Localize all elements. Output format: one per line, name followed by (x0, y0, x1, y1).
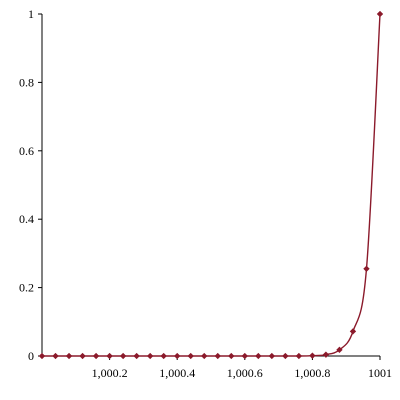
y-tick-label: 0.8 (19, 75, 34, 89)
y-tick-label: 0 (28, 349, 34, 363)
series-group (38, 10, 384, 360)
tick-group: 0 0.2 0.4 0.6 0.8 1 1,000.2 1,000.4 1,000.6 1,000… (19, 7, 392, 380)
data-point (336, 346, 343, 354)
data-point (146, 352, 154, 360)
data-point (79, 352, 86, 360)
y-tick-label: 0.6 (19, 144, 34, 158)
data-point (174, 352, 181, 360)
data-point (92, 352, 100, 360)
data-point (106, 352, 113, 360)
y-tick-label: 0.4 (19, 212, 34, 226)
data-point (52, 352, 59, 360)
data-point (322, 351, 330, 358)
data-point (241, 352, 248, 360)
data-point (255, 352, 262, 360)
data-point (309, 352, 316, 359)
x-tick-label: 1,000.6 (227, 366, 263, 380)
data-point (201, 352, 208, 360)
data-point (187, 352, 194, 360)
x-tick-label: 1,000.4 (159, 366, 195, 380)
x-tick-label: 1,000.8 (294, 366, 330, 380)
y-tick-label: 1 (28, 7, 34, 21)
data-point (363, 265, 370, 272)
data-point (214, 352, 221, 360)
data-point (119, 352, 127, 360)
y-tick-label: 0.2 (19, 281, 34, 295)
data-point (65, 352, 73, 360)
data-point (295, 352, 303, 360)
data-point (376, 10, 384, 18)
data-point (268, 352, 276, 360)
series-line (42, 13, 381, 357)
axes (41, 14, 380, 357)
data-point (282, 352, 289, 360)
x-tick-label: 1001 (368, 366, 392, 380)
x-tick-label: 1,000.2 (92, 366, 128, 380)
data-point (349, 328, 357, 335)
data-point (38, 352, 46, 360)
data-point (160, 352, 167, 360)
data-point (228, 352, 235, 360)
data-point (133, 352, 140, 360)
